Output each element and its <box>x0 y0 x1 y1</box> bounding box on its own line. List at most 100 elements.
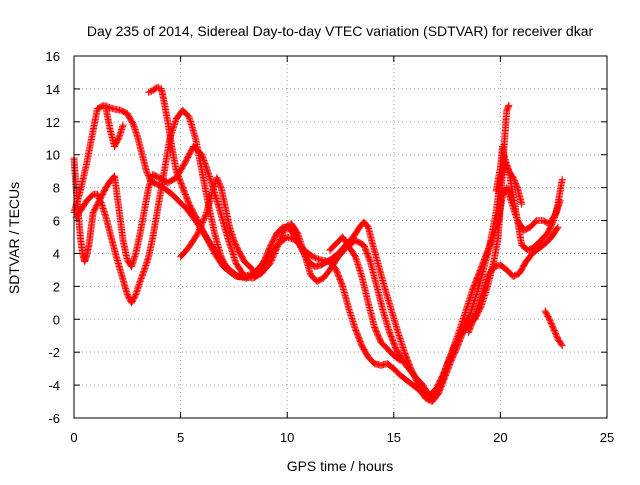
data-point-marker <box>449 345 457 353</box>
y-tick-label: 12 <box>46 115 60 130</box>
data-point-marker <box>312 254 320 262</box>
data-point-marker <box>446 352 454 360</box>
data-point-marker <box>395 356 403 364</box>
data-point-marker <box>452 336 460 344</box>
data-point-marker <box>131 292 139 300</box>
data-point-marker <box>313 254 321 262</box>
data-point-marker <box>137 276 145 284</box>
data-point-marker <box>198 152 206 160</box>
data-point-marker <box>453 333 461 341</box>
data-point-marker <box>447 351 455 359</box>
data-point-marker <box>138 273 146 281</box>
data-point-marker <box>444 360 452 368</box>
y-tick-label: 16 <box>46 49 60 64</box>
y-tick-label: -4 <box>48 378 60 393</box>
y-tick-label: 0 <box>53 312 60 327</box>
data-point-marker <box>447 349 455 357</box>
data-point-marker <box>136 277 144 285</box>
data-point-marker <box>199 155 207 163</box>
data-point-marker <box>139 270 147 278</box>
data-point-marker <box>455 327 463 335</box>
data-point-marker <box>316 255 324 263</box>
data-point-marker <box>138 272 146 280</box>
series-track-6 <box>102 105 127 150</box>
data-point-marker <box>289 235 297 243</box>
data-point-marker <box>448 346 456 354</box>
data-point-marker <box>202 211 210 219</box>
series-track-7 <box>464 223 562 336</box>
data-point-marker <box>145 88 153 96</box>
data-point-marker <box>227 268 235 276</box>
data-point-marker <box>470 313 478 321</box>
data-point-marker <box>309 253 317 261</box>
data-point-marker <box>436 382 444 390</box>
data-point-marker <box>451 340 459 348</box>
series-track-5 <box>177 174 257 274</box>
data-point-marker <box>445 355 453 363</box>
y-tick-label: -2 <box>48 345 60 360</box>
axis-layer: 0 5 10 15 20 25 -6 -4 -2 0 2 4 6 8 10 12 14 16 <box>46 49 615 445</box>
data-point-marker <box>139 269 147 277</box>
data-point-marker <box>203 167 211 175</box>
data-point-marker <box>449 343 457 351</box>
series-track-4 <box>145 83 236 277</box>
data-point-marker <box>446 354 454 362</box>
data-layer <box>70 83 566 406</box>
plot-frame <box>73 55 608 419</box>
y-tick-label: 4 <box>53 246 60 261</box>
data-point-marker <box>556 197 564 205</box>
data-point-marker <box>287 235 295 243</box>
data-point-marker <box>200 158 208 166</box>
x-tick-label: 0 <box>70 430 77 445</box>
data-point-marker <box>396 356 404 364</box>
chart-title: Day 235 of 2014, Sidereal Day-to-day VTE… <box>87 23 594 39</box>
data-point-marker <box>201 161 209 169</box>
data-point-marker <box>554 223 562 231</box>
x-tick-label: 25 <box>600 430 614 445</box>
data-point-marker <box>199 154 207 162</box>
data-point-marker <box>451 339 459 347</box>
series-track-9 <box>492 143 526 208</box>
data-point-marker <box>107 104 115 112</box>
data-point-marker <box>453 334 461 342</box>
data-point-marker <box>203 165 211 173</box>
x-tick-label: 15 <box>387 430 401 445</box>
data-point-marker <box>146 88 154 96</box>
x-axis-label: GPS time / hours <box>287 458 394 474</box>
y-tick-label: 14 <box>46 82 60 97</box>
x-tick-label: 20 <box>493 430 507 445</box>
series-track-3 <box>70 143 564 402</box>
data-point-marker <box>338 281 346 289</box>
data-point-marker <box>198 151 206 159</box>
y-axis-label: SDTVAR / TECUs <box>6 182 22 294</box>
data-point-marker <box>153 83 161 91</box>
data-point-marker <box>114 136 122 144</box>
data-point-marker <box>202 164 210 172</box>
data-point-marker <box>249 266 257 274</box>
series-track-10 <box>326 233 404 364</box>
data-point-marker <box>204 170 212 178</box>
data-point-marker <box>205 173 213 181</box>
data-point-marker <box>444 358 452 366</box>
series-track-8 <box>541 307 566 350</box>
data-point-marker <box>204 168 212 176</box>
data-point-marker <box>454 330 462 338</box>
data-point-marker <box>366 256 374 264</box>
data-point-marker <box>558 342 566 350</box>
y-tick-label: 10 <box>46 148 60 163</box>
data-point-marker <box>314 255 322 263</box>
data-point-marker <box>487 238 495 246</box>
data-point-marker <box>216 182 224 190</box>
data-point-marker <box>448 348 456 356</box>
y-tick-label: 2 <box>53 279 60 294</box>
data-point-marker <box>518 200 526 208</box>
data-point-marker <box>553 224 561 232</box>
data-point-marker <box>119 121 127 129</box>
data-point-marker <box>310 253 318 261</box>
x-tick-label: 10 <box>280 430 294 445</box>
data-point-marker <box>455 328 463 336</box>
data-point-marker <box>445 357 453 365</box>
data-point-marker <box>201 159 209 167</box>
